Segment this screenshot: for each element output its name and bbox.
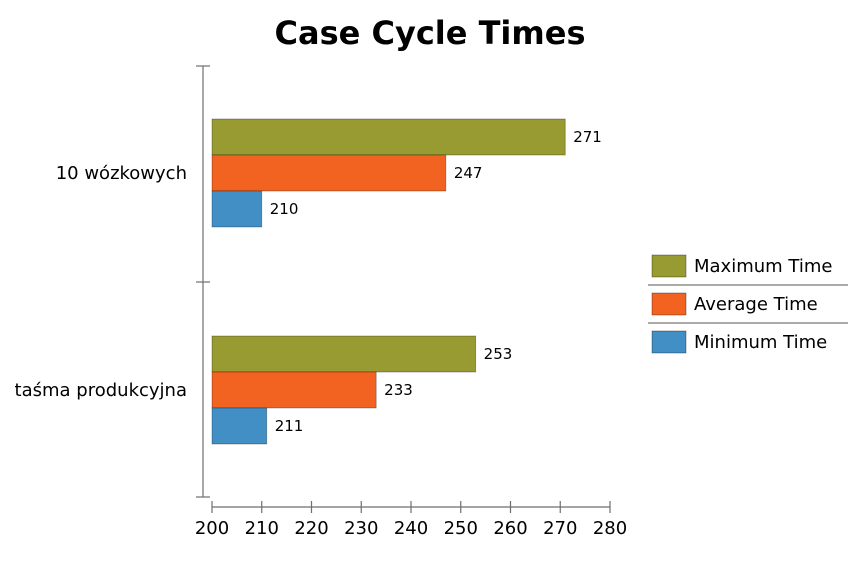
x-tick-label-240: 240 xyxy=(394,518,428,539)
x-tick-label-250: 250 xyxy=(444,518,478,539)
data-label-10-wozkowych-average-time: 247 xyxy=(454,164,483,182)
tick-labels: 200 210 220 230 240 250 260 270 280 xyxy=(195,518,627,539)
bar-tasma-produkcyjna-maximum-time xyxy=(211,335,477,373)
bars xyxy=(211,118,566,445)
x-tick-label-280: 280 xyxy=(593,518,627,539)
x-tick-label-230: 230 xyxy=(344,518,378,539)
x-tick-label-210: 210 xyxy=(245,518,279,539)
x-tick-label-220: 220 xyxy=(294,518,328,539)
legend-label-maximum-time: Maximum Time xyxy=(694,256,832,277)
chart-title: Case Cycle Times xyxy=(275,14,586,52)
data-label-tasma-produkcyjna-maximum-time: 253 xyxy=(484,345,513,363)
category-labels: 10 wózkowych taśma produkcyjna xyxy=(15,163,187,401)
legend-swatch-maximum-time xyxy=(651,254,687,278)
category-label-10-wozkowych: 10 wózkowych xyxy=(56,163,187,184)
x-tick-label-270: 270 xyxy=(543,518,577,539)
data-label-tasma-produkcyjna-average-time: 233 xyxy=(384,381,413,399)
x-tick-label-260: 260 xyxy=(493,518,527,539)
data-label-tasma-produkcyjna-minimum-time: 211 xyxy=(275,417,304,435)
category-label-tasma-produkcyjna: taśma produkcyjna xyxy=(15,380,187,401)
data-labels: 271 247 210 253 233 211 xyxy=(270,128,602,435)
legend-swatch-minimum-time xyxy=(651,330,687,354)
legend-label-minimum-time: Minimum Time xyxy=(694,332,827,353)
x-tick-label-200: 200 xyxy=(195,518,229,539)
bar-tasma-produkcyjna-minimum-time xyxy=(211,407,268,445)
data-label-10-wozkowych-maximum-time: 271 xyxy=(573,128,602,146)
bar-tasma-produkcyjna-average-time xyxy=(211,371,377,409)
data-label-10-wozkowych-minimum-time: 210 xyxy=(270,200,299,218)
bar-10-wozkowych-maximum-time xyxy=(211,118,566,156)
bar-10-wozkowych-average-time xyxy=(211,154,447,192)
legend: Maximum Time Average Time Minimum Time xyxy=(648,254,848,354)
axes xyxy=(196,65,611,513)
legend-swatch-average-time xyxy=(651,292,687,316)
legend-label-average-time: Average Time xyxy=(694,294,818,315)
bar-10-wozkowych-minimum-time xyxy=(211,190,263,228)
